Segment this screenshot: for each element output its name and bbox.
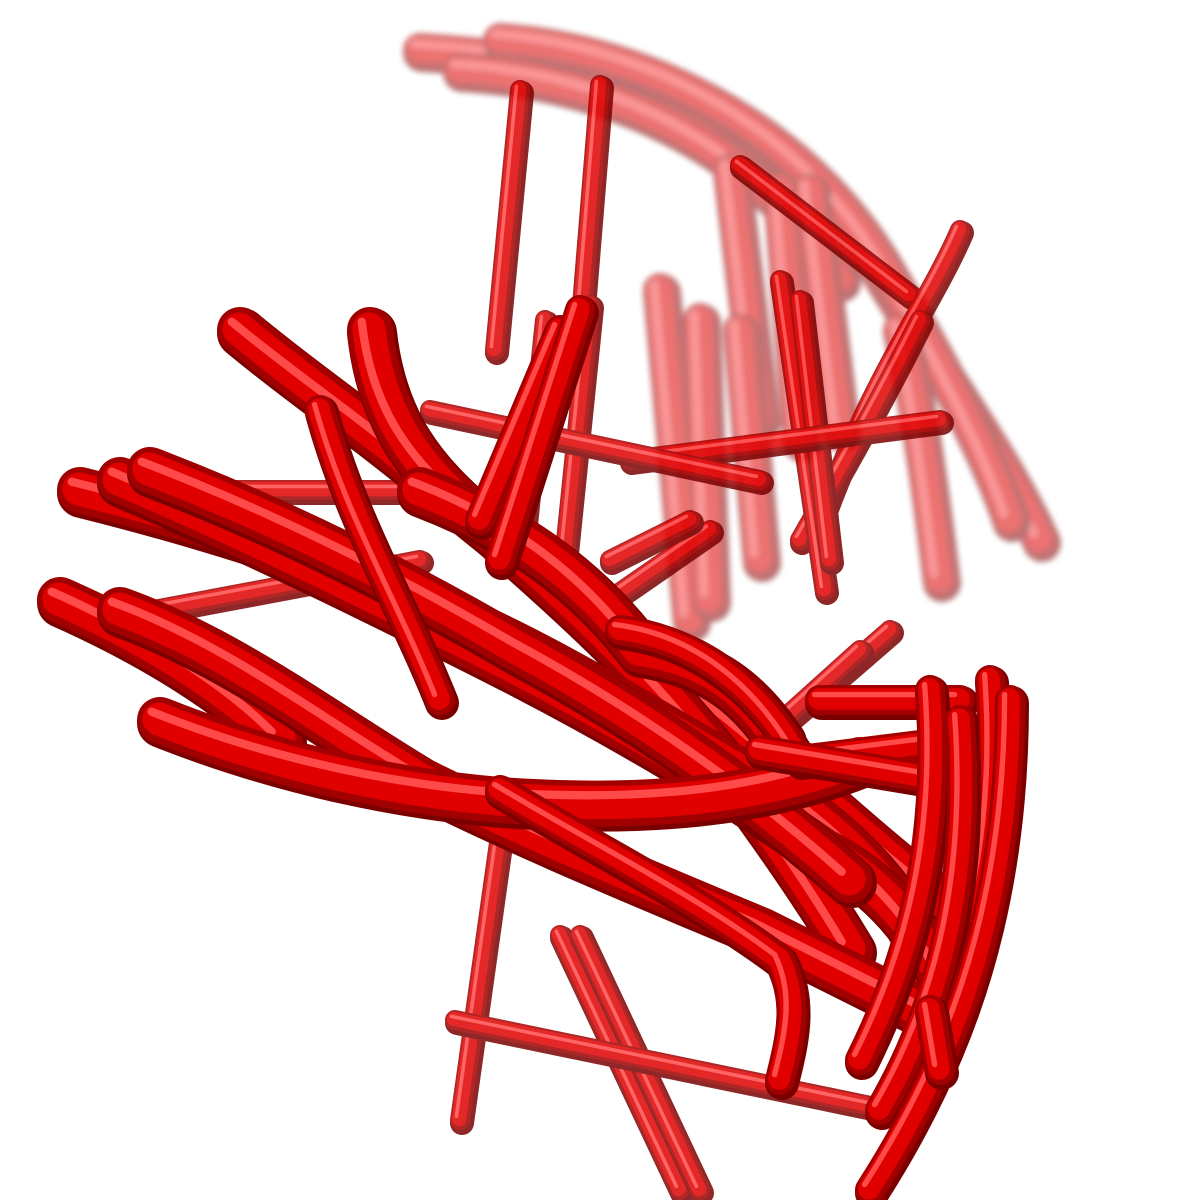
mid-tube-2 — [730, 155, 924, 310]
mid-tube-20 — [445, 1010, 904, 1125]
near-tube-14 — [865, 705, 982, 1130]
mid-tube-0 — [485, 80, 534, 365]
mid-tube-19 — [450, 790, 519, 1135]
far-tube-1 — [483, 23, 1031, 542]
near-tube-12 — [845, 675, 952, 1080]
near-tube-19 — [485, 775, 811, 1100]
near-tube-20 — [915, 995, 959, 1090]
near-tube-10 — [745, 735, 959, 800]
mid-tube-1 — [570, 75, 614, 345]
near-strand-layer — [37, 295, 1029, 1200]
near-tube-18 — [485, 295, 599, 580]
mid-tube-10 — [600, 510, 704, 575]
near-tube-15 — [855, 685, 1029, 1200]
near-tube-16 — [305, 395, 459, 720]
mid-tube-12 — [420, 400, 774, 495]
